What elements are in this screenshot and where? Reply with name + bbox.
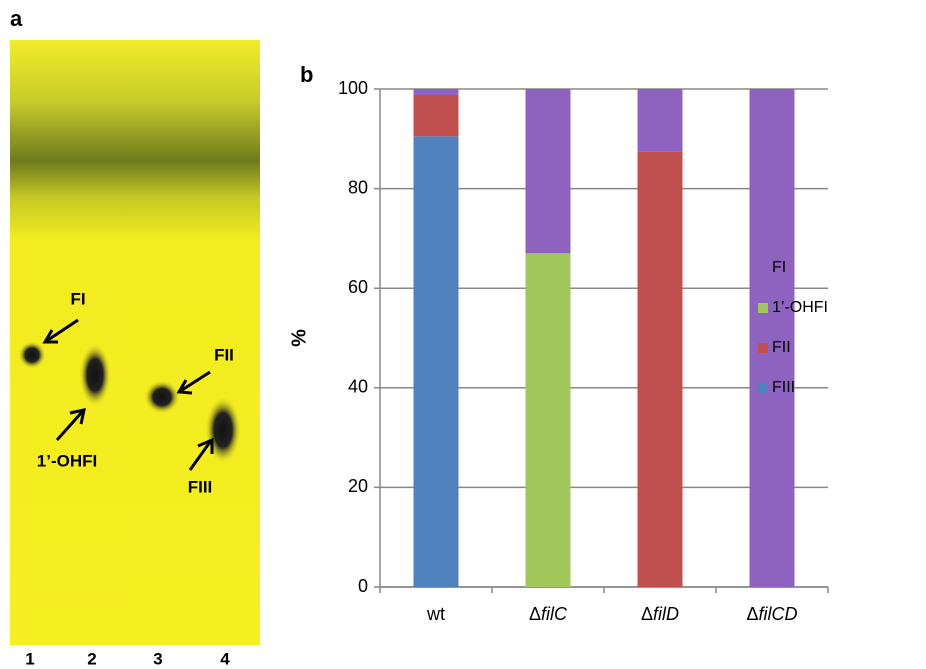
- lane-label: 4: [220, 649, 230, 668]
- x-tick-label-name: filC: [541, 604, 568, 624]
- spot-label: FIII: [188, 477, 213, 496]
- legend-label: FIII: [772, 379, 795, 396]
- legend-swatch: [758, 303, 768, 313]
- bar-segment: [749, 89, 795, 587]
- bar-segment: [413, 136, 459, 587]
- y-tick-label: 100: [338, 78, 368, 98]
- legend-swatch: [758, 383, 768, 393]
- spot-label: FII: [214, 345, 234, 364]
- lane-label: 2: [87, 649, 96, 668]
- panel-label: b: [300, 62, 313, 87]
- y-tick-label: 0: [358, 576, 368, 596]
- bar-segment: [637, 151, 683, 587]
- spot-label: 1’-OHFI: [37, 451, 97, 470]
- legend-label: FI: [772, 259, 786, 276]
- x-tick-label: ΔfilCDΔ: [746, 604, 797, 624]
- legend-swatch: [758, 343, 768, 353]
- x-tick-label-name: wt: [426, 604, 445, 624]
- x-tick-label-prefix: Δ: [529, 604, 541, 624]
- y-tick-label: 80: [348, 177, 368, 197]
- x-tick-label-prefix: Δ: [641, 604, 653, 624]
- tlc-plate: [10, 40, 260, 645]
- legend-swatch: [758, 263, 768, 273]
- y-tick-label: 40: [348, 377, 368, 397]
- bar-segment: [413, 94, 459, 137]
- y-axis-label: %: [288, 329, 310, 347]
- x-tick-label: wtΔ: [426, 604, 445, 624]
- lane-label: 3: [153, 649, 162, 668]
- bar-segment: [413, 89, 459, 95]
- bar-segment: [525, 89, 571, 254]
- x-tick-label-name: filD: [653, 604, 679, 624]
- bar-segment: [637, 89, 683, 152]
- x-tick-label-prefix: Δ: [746, 604, 758, 624]
- panel-label: a: [10, 6, 23, 31]
- x-tick-label-name: filCD: [759, 604, 798, 624]
- y-tick-label: 60: [348, 277, 368, 297]
- bar-segment: [525, 253, 571, 587]
- y-tick-label: 20: [348, 476, 368, 496]
- spot-label: FI: [70, 289, 85, 308]
- lane-label: 1: [25, 649, 34, 668]
- legend-label: FII: [772, 339, 791, 356]
- legend-label: 1’-OHFI: [772, 299, 828, 316]
